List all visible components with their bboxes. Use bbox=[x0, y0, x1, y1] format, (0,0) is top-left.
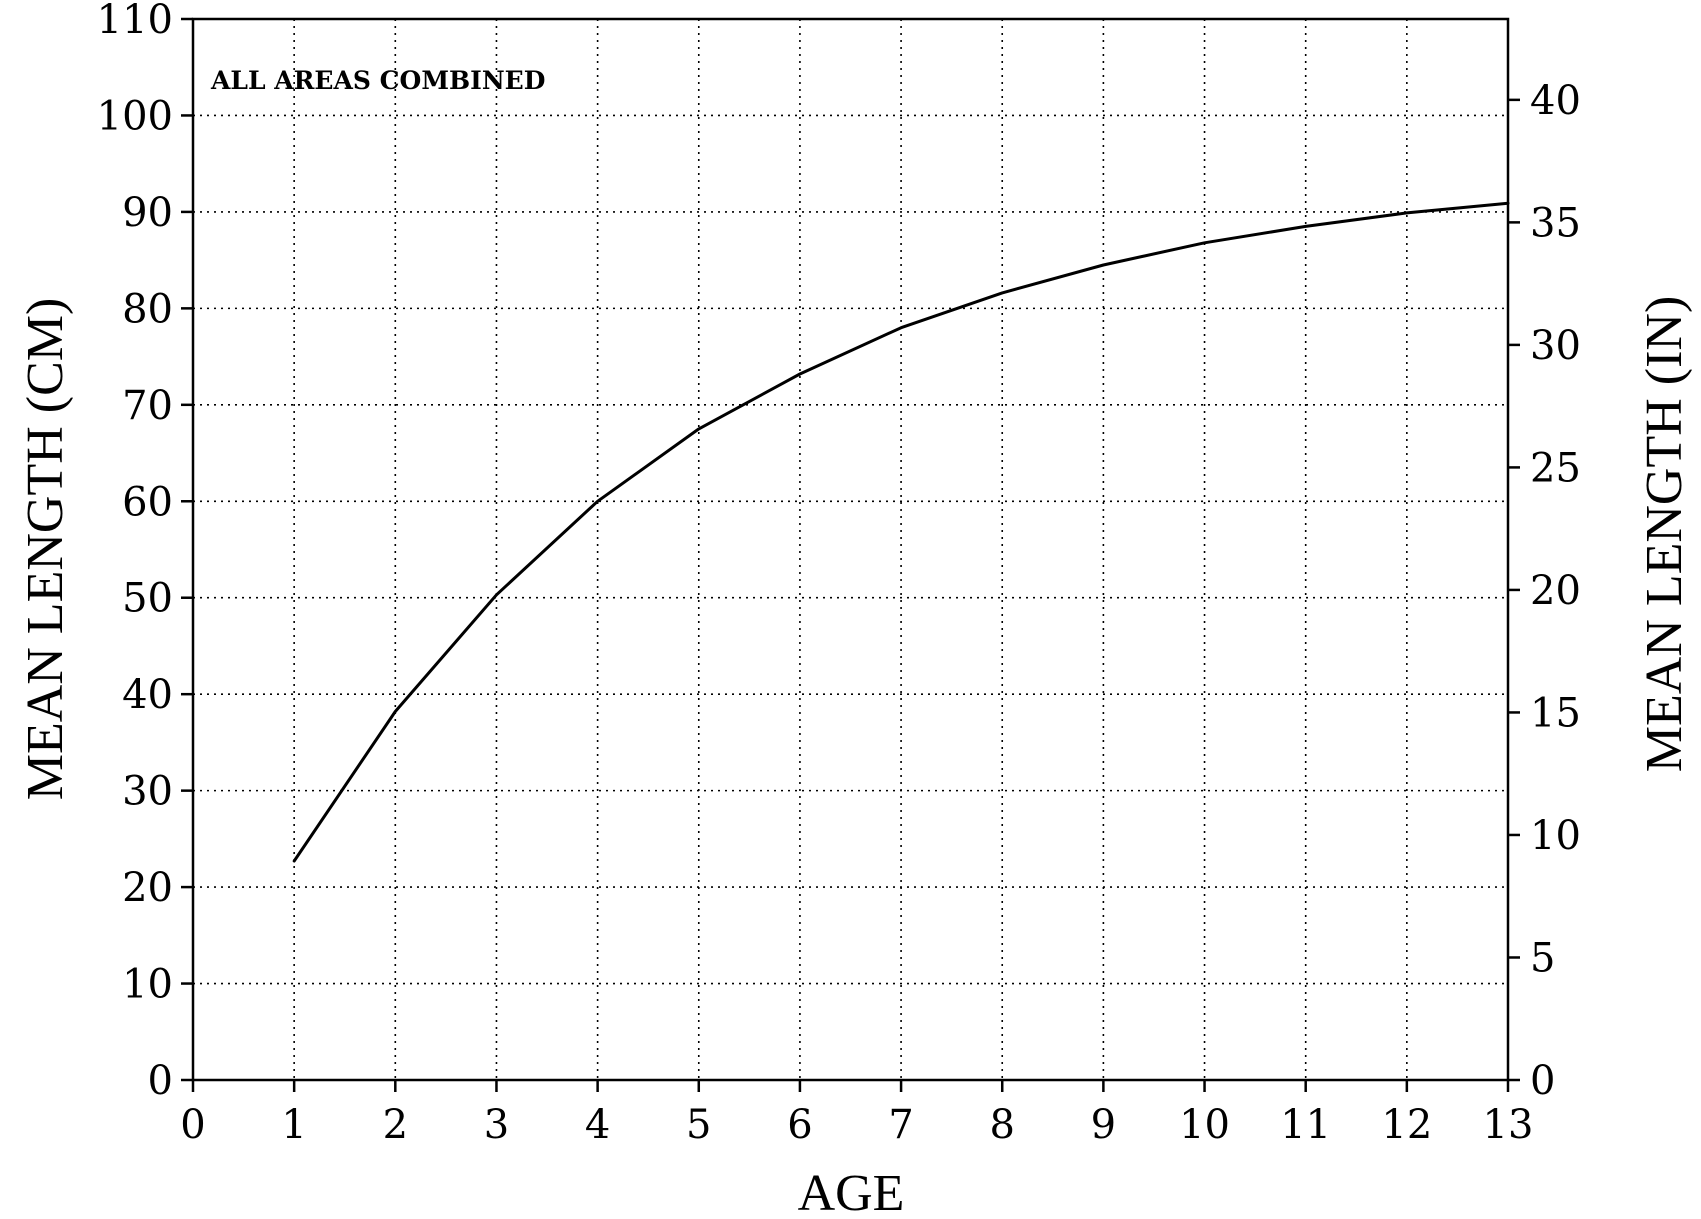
y-tick-label-left: 0 bbox=[148, 1058, 173, 1104]
y-tick-label-left: 40 bbox=[122, 672, 173, 718]
y-tick-label-right: 25 bbox=[1530, 445, 1581, 491]
plot-frame bbox=[191, 17, 1510, 1082]
x-tick-label: 0 bbox=[180, 1102, 205, 1148]
x-tick-label: 4 bbox=[585, 1102, 610, 1148]
x-tick-label: 6 bbox=[787, 1102, 812, 1148]
x-tick-label: 11 bbox=[1280, 1102, 1331, 1148]
x-tick-label: 10 bbox=[1179, 1102, 1230, 1148]
series-line bbox=[292, 201, 1510, 863]
axis-ticks bbox=[181, 17, 1520, 1092]
y-tick-label-right: 40 bbox=[1530, 78, 1581, 124]
x-tick-label: 5 bbox=[686, 1102, 711, 1148]
y-tick-label-left: 70 bbox=[122, 383, 173, 429]
y-tick-label-right: 30 bbox=[1530, 323, 1581, 369]
y-tick-label-left: 90 bbox=[122, 190, 173, 236]
y-tick-label-right: 10 bbox=[1530, 813, 1581, 859]
y-tick-label-left: 80 bbox=[122, 286, 173, 332]
y-axis-left-title: MEAN LENGTH (CM) bbox=[17, 298, 74, 801]
y-tick-label-left: 50 bbox=[122, 576, 173, 622]
x-tick-label: 7 bbox=[888, 1102, 913, 1148]
y-tick-label-right: 0 bbox=[1530, 1058, 1555, 1104]
y-tick-label-left: 100 bbox=[97, 93, 173, 139]
y-tick-label-left: 10 bbox=[122, 962, 173, 1008]
y-tick-label-right: 20 bbox=[1530, 568, 1581, 614]
grid bbox=[193, 19, 1508, 1080]
y-tick-label-right: 15 bbox=[1530, 690, 1581, 736]
x-tick-label: 13 bbox=[1483, 1102, 1534, 1148]
chart-annotation: ALL AREAS COMBINED bbox=[210, 66, 545, 95]
y-tick-label-left: 20 bbox=[122, 865, 173, 911]
y-tick-label-left: 30 bbox=[122, 769, 173, 815]
x-tick-label: 12 bbox=[1381, 1102, 1432, 1148]
x-tick-label: 3 bbox=[484, 1102, 509, 1148]
tick-labels: 0 1 2 3 4 5 6 7 8 9 10 11 12 130102030405060708090100… bbox=[97, 0, 1581, 1148]
y-tick-label-right: 35 bbox=[1530, 200, 1581, 246]
x-tick-label: 1 bbox=[281, 1102, 306, 1148]
x-tick-label: 8 bbox=[990, 1102, 1015, 1148]
y-tick-label-left: 60 bbox=[122, 479, 173, 525]
y-tick-label-right: 5 bbox=[1530, 935, 1555, 981]
y-tick-label-left: 110 bbox=[97, 0, 173, 43]
x-tick-label: 9 bbox=[1091, 1102, 1116, 1148]
series bbox=[292, 201, 1510, 863]
x-axis-title: AGE bbox=[798, 1165, 905, 1219]
x-tick-label: 2 bbox=[383, 1102, 408, 1148]
y-axis-right-title: MEAN LENGTH (IN) bbox=[1636, 296, 1693, 773]
